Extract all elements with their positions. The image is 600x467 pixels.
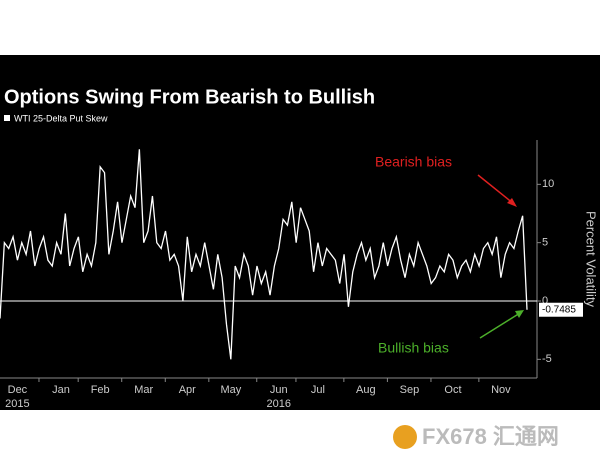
- y-tick-label: 5: [542, 237, 548, 249]
- x-tick-label: Jan: [52, 384, 70, 396]
- x-tick-label: Jun: [270, 384, 288, 396]
- chart-background: [0, 55, 600, 410]
- legend-label: WTI 25-Delta Put Skew: [14, 113, 108, 123]
- x-tick-label: Mar: [134, 384, 153, 396]
- logo-icon: [393, 425, 417, 449]
- legend-swatch: [4, 115, 10, 121]
- x-tick-label: Feb: [91, 384, 110, 396]
- x-tick-label: Sep: [400, 384, 420, 396]
- arrow-head: [515, 310, 524, 318]
- last-value-label: -0.7485: [542, 304, 576, 315]
- x-tick-label: Oct: [444, 384, 461, 396]
- annotation: Bullish bias: [378, 340, 449, 356]
- y-tick-label: 0: [542, 295, 548, 307]
- x-tick-label: Dec: [8, 384, 28, 396]
- annotation-arrow: [477, 174, 515, 205]
- x-tick-label: Apr: [179, 384, 196, 396]
- x-tick-label: Jul: [311, 384, 325, 396]
- y-tick-label: -5: [542, 353, 552, 365]
- annotation: Bearish bias: [375, 154, 452, 170]
- arrow-head: [507, 198, 517, 207]
- x-tick-label: Nov: [491, 384, 511, 396]
- y-tick-label: 10: [542, 178, 554, 190]
- series-line: [0, 149, 528, 360]
- watermark: FX678 汇通网: [422, 424, 559, 449]
- year-label: 2015: [5, 398, 29, 410]
- x-tick-label: May: [220, 384, 241, 396]
- chart-title: Options Swing From Bearish to Bullish: [4, 86, 375, 108]
- year-label: 2016: [267, 398, 291, 410]
- y-axis-label: Percent Volatility: [584, 211, 599, 308]
- x-tick-label: Aug: [356, 384, 376, 396]
- last-value-box: [539, 302, 583, 317]
- annotation-arrow: [479, 312, 521, 339]
